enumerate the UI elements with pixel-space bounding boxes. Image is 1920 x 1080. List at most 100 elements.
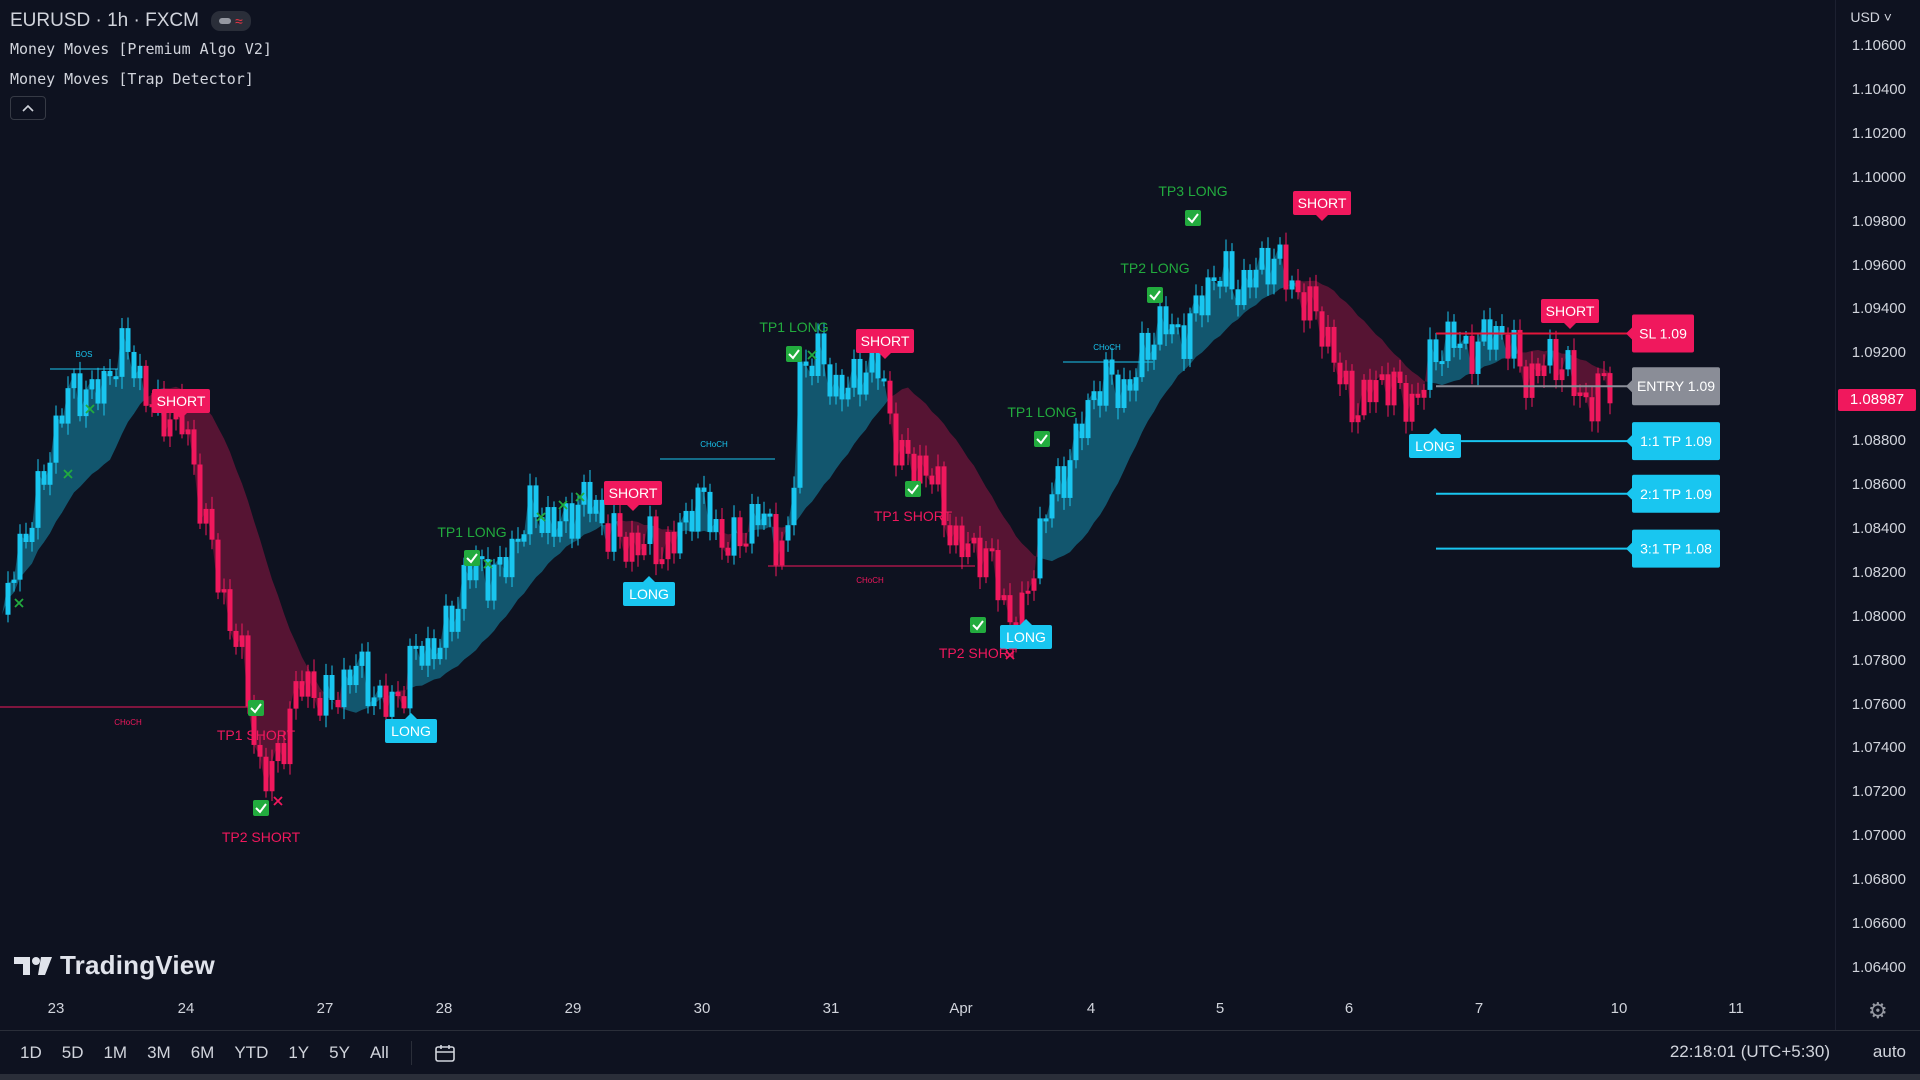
candle-body xyxy=(785,525,791,541)
candle-body xyxy=(263,756,269,792)
candle-body xyxy=(1187,313,1193,359)
range-3m-button[interactable]: 3M xyxy=(147,1043,171,1062)
candle-body xyxy=(509,538,515,578)
range-5y-button[interactable]: 5Y xyxy=(329,1043,350,1062)
trade-tag-arrow xyxy=(1626,435,1632,448)
candle-body xyxy=(731,517,737,556)
signal-box xyxy=(1000,625,1052,649)
market-status-badge[interactable]: ≈ xyxy=(210,11,251,31)
trade-tag-text: 3:1 TP 1.08 xyxy=(1640,541,1712,557)
trap-cross-icon xyxy=(558,500,568,510)
chart-settings-gear-icon[interactable]: ⚙ xyxy=(1868,998,1888,1023)
trend-cloud-segment xyxy=(1148,344,1154,421)
indicator-trap-detector[interactable]: Money Moves [Trap Detector] xyxy=(10,70,254,88)
candle-body xyxy=(683,510,689,523)
candle-body xyxy=(1121,379,1127,409)
trade-tag-box xyxy=(1632,422,1720,461)
candle-body xyxy=(83,389,89,417)
short-signal-label: SHORT xyxy=(1541,299,1599,329)
checkmark-box xyxy=(1034,431,1050,447)
candle-body xyxy=(455,608,461,632)
trend-cloud-segment xyxy=(1544,338,1550,366)
candle-body xyxy=(1031,578,1037,591)
candle-body xyxy=(1277,244,1283,259)
candle-body xyxy=(125,328,131,352)
candle-body xyxy=(215,539,221,593)
range-1m-button[interactable]: 1M xyxy=(103,1043,128,1062)
signal-text: LONG xyxy=(1006,629,1046,645)
watermark-text: TradingView xyxy=(60,950,215,980)
chart-pane[interactable]: BOS CHoCH CHoCH CHoCH CHoCH SHORT SHORT SHORT SH… xyxy=(0,0,1836,1000)
price-tick-label: 1.07600 xyxy=(1851,695,1906,713)
indicator-premium-algo[interactable]: Money Moves [Premium Algo V2] xyxy=(10,40,272,58)
candle-body xyxy=(281,743,287,765)
candle-body xyxy=(1331,326,1337,363)
range-5d-button[interactable]: 5D xyxy=(61,1043,84,1062)
candle-body xyxy=(185,429,191,435)
take-profit-marker: TP1 LONG xyxy=(759,319,829,362)
price-tick-label: 1.07800 xyxy=(1851,651,1906,669)
calendar-icon[interactable] xyxy=(434,1043,456,1063)
price-chart[interactable]: BOS CHoCH CHoCH CHoCH CHoCH SHORT SHORT SHORT SH… xyxy=(0,0,1836,1000)
currency-selector[interactable]: USD ˅ xyxy=(1850,9,1892,25)
candle-body xyxy=(1535,363,1541,377)
candle-body xyxy=(359,651,365,666)
range-6m-button[interactable]: 6M xyxy=(190,1043,215,1062)
structure-label: CHoCH xyxy=(114,718,142,727)
candle-body xyxy=(77,373,83,417)
trend-cloud-segment xyxy=(1550,338,1556,381)
collapse-legend-button[interactable] xyxy=(10,96,46,120)
take-profit-label: TP1 SHORT xyxy=(217,727,296,743)
candle-body xyxy=(1265,247,1271,285)
candle-body xyxy=(797,361,803,488)
time-tick-label: 10 xyxy=(1610,1000,1628,1017)
range-ytd-button[interactable]: YTD xyxy=(234,1043,269,1062)
candle-body xyxy=(329,674,335,700)
candle-body xyxy=(539,517,545,533)
trade-tag-box xyxy=(1632,314,1694,353)
candle-body xyxy=(221,589,227,593)
candle-body xyxy=(497,556,503,565)
auto-scale-button[interactable]: auto xyxy=(1872,1042,1906,1061)
candle-body xyxy=(755,503,761,526)
candle-body xyxy=(335,699,341,708)
range-1y-button[interactable]: 1Y xyxy=(288,1043,310,1062)
signal-box xyxy=(1541,299,1599,323)
signal-text: LONG xyxy=(391,723,431,739)
candle-body xyxy=(305,671,311,697)
take-profit-marker: TP2 SHORT xyxy=(222,800,301,845)
clock-timezone[interactable]: 22:18:01 (UTC+5:30) xyxy=(1669,1042,1830,1061)
trend-cloud-segment xyxy=(932,411,938,485)
candle-body xyxy=(437,647,443,660)
trend-cloud-segment xyxy=(482,559,488,643)
candle-body xyxy=(1439,361,1445,365)
price-tick-label: 1.06600 xyxy=(1851,915,1906,932)
take-profit-label: TP2 SHORT xyxy=(939,645,1018,661)
time-axis[interactable]: 23 24 27 28 29 30 31 Apr 4 5 6 7 10 11 xyxy=(0,1000,1836,1026)
candle-body xyxy=(1607,373,1613,404)
time-tick-label: Apr xyxy=(949,1000,973,1017)
candle-body xyxy=(707,491,713,532)
time-tick-label: 5 xyxy=(1215,1000,1225,1017)
trend-cloud-segment xyxy=(1016,536,1022,642)
candle-body xyxy=(407,645,413,709)
price-axis[interactable]: USD ˅ 1.10600 1.10400 1.10200 1.10000 1.0980… xyxy=(1835,0,1920,1030)
candle-body xyxy=(929,475,935,485)
candle-body xyxy=(191,429,197,465)
candle-body xyxy=(671,531,677,554)
candle-body xyxy=(89,379,95,390)
trend-cloud-segment xyxy=(254,520,260,757)
candle-body xyxy=(401,696,407,709)
price-tick-label: 1.08400 xyxy=(1851,519,1906,537)
candle-body xyxy=(857,358,863,395)
range-1d-button[interactable]: 1D xyxy=(20,1043,42,1062)
candle-body xyxy=(1133,377,1139,391)
take-profit-label: TP1 SHORT xyxy=(874,508,953,524)
trend-cloud-segment xyxy=(128,351,134,422)
candle-body xyxy=(1193,295,1199,314)
range-all-button[interactable]: All xyxy=(369,1043,389,1062)
candle-body xyxy=(1445,321,1451,362)
symbol-title[interactable]: EURUSD · 1h · FXCM xyxy=(10,10,199,31)
candle-body xyxy=(1385,374,1391,406)
trade-level-tag: 2:1 TP 1.09 xyxy=(1626,474,1720,513)
